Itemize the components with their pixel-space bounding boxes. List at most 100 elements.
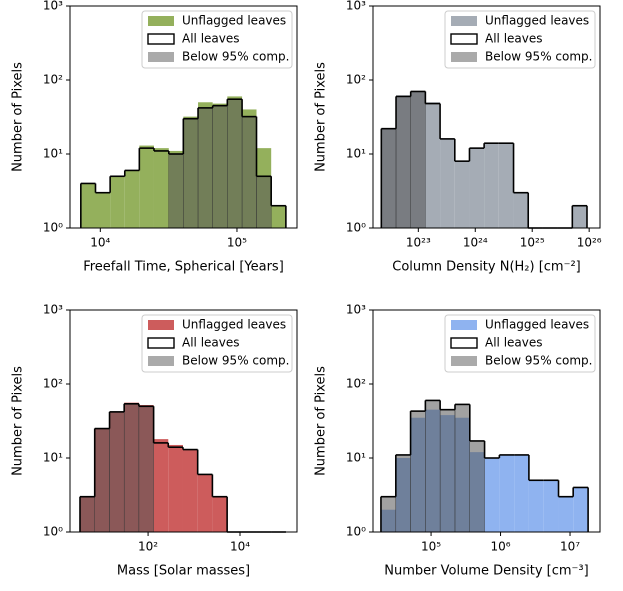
below-bar	[395, 96, 411, 229]
below-bar	[410, 91, 426, 229]
bar	[543, 480, 559, 532]
x-tick-label: 10²⁴	[463, 236, 488, 250]
below-bar	[241, 116, 257, 229]
below-bar	[410, 410, 426, 533]
x-tick-label: 10²³	[406, 236, 431, 250]
x-axis-label: Number Volume Density [cm⁻³]	[384, 564, 588, 579]
y-axis-label: Number of Pixels	[314, 366, 329, 476]
below-bar	[454, 404, 470, 533]
y-tick-label: 10³	[346, 0, 366, 13]
y-tick-label: 10⁰	[43, 221, 63, 235]
y-tick-label: 10¹	[43, 147, 63, 161]
bar	[95, 192, 111, 228]
below-bar	[79, 496, 95, 533]
legend-swatch	[450, 33, 478, 45]
legend-swatch	[451, 16, 477, 26]
below-bar	[425, 400, 441, 533]
below-bar	[380, 496, 397, 533]
legend-swatch	[451, 52, 477, 62]
axes-frame	[69, 309, 298, 533]
y-tick-label: 10²	[43, 73, 63, 87]
bar	[80, 183, 96, 228]
legend-swatch	[451, 356, 477, 366]
axes-frame	[372, 309, 601, 533]
bar	[182, 449, 198, 532]
bar	[499, 454, 515, 532]
x-tick-label: 10²⁶	[577, 236, 602, 250]
bar	[484, 458, 500, 532]
x-axis-label: Freefall Time, Spherical [Years]	[83, 260, 284, 275]
legend-box	[141, 10, 293, 69]
x-tick-label: 10²⁵	[520, 236, 545, 250]
bar	[197, 474, 213, 532]
legend-label: Below 95% comp.	[485, 354, 592, 368]
bar	[498, 143, 514, 228]
legend-label: Unflagged leaves	[485, 318, 589, 332]
legend-swatch	[450, 337, 478, 349]
x-tick-label: 10²	[138, 540, 158, 554]
legend-label: All leaves	[485, 32, 543, 46]
legend-box	[444, 314, 596, 373]
bar	[514, 454, 529, 532]
panel: 10⁰ 10¹ 10² 10³ 10⁴ 10⁵ Freefall Time, Spheric…	[11, 0, 298, 275]
panel: 10⁰ 10¹ 10² 10³ 10² 10⁴ Mass [Solar masses] Num…	[11, 303, 298, 579]
x-tick-label: 10⁴	[230, 540, 250, 554]
legend-swatch	[148, 320, 174, 330]
legend-swatch	[148, 16, 174, 26]
x-tick-label: 10⁶	[490, 540, 510, 554]
legend-label: Unflagged leaves	[182, 318, 286, 332]
bar	[212, 496, 228, 532]
bar	[425, 102, 441, 228]
bar	[139, 145, 154, 228]
x-tick-label: 10⁷	[560, 540, 580, 554]
legend-box	[444, 10, 596, 69]
legend-swatch	[148, 356, 174, 366]
legend-swatch	[147, 33, 175, 45]
y-tick-label: 10¹	[346, 451, 366, 465]
y-tick-label: 10¹	[346, 147, 366, 161]
below-bar	[469, 440, 485, 533]
legend-label: All leaves	[182, 336, 240, 350]
legend-label: Unflagged leaves	[182, 14, 286, 28]
y-axis-label: Number of Pixels	[11, 366, 26, 476]
below-bar	[381, 128, 397, 229]
below-bar	[183, 118, 199, 229]
bar	[124, 170, 140, 228]
bar	[454, 161, 470, 228]
y-tick-label: 10²	[346, 377, 366, 391]
legend-label: Below 95% comp.	[485, 50, 592, 64]
panel: 10⁰ 10¹ 10² 10³ 10²³ 10²⁴ 10²⁵ 10²⁶ Column Densi…	[314, 0, 602, 275]
x-axis-label: Column Density N(H₂) [cm⁻²]	[392, 260, 581, 275]
x-tick-label: 10⁵	[227, 236, 247, 250]
below-bar	[138, 406, 154, 533]
y-tick-label: 10⁰	[346, 525, 366, 539]
y-tick-label: 10²	[43, 377, 63, 391]
below-bar	[94, 428, 110, 533]
bar	[513, 192, 529, 228]
y-tick-label: 10²	[346, 73, 366, 87]
legend-swatch	[148, 52, 174, 62]
x-tick-label: 10⁴	[90, 236, 110, 250]
legend-swatch	[147, 337, 175, 349]
y-tick-label: 10⁰	[43, 525, 63, 539]
bar	[484, 143, 499, 228]
legend-label: Below 95% comp.	[182, 50, 289, 64]
y-tick-label: 10³	[346, 303, 366, 317]
bar	[168, 444, 183, 532]
bar	[558, 496, 574, 532]
bar	[110, 176, 125, 228]
bar	[572, 205, 587, 228]
y-axis-label: Number of Pixels	[314, 62, 329, 172]
y-tick-label: 10³	[43, 303, 63, 317]
below-bar	[256, 176, 272, 229]
x-tick-label: 10⁵	[421, 540, 441, 554]
below-bar	[197, 107, 213, 229]
below-bar	[123, 403, 140, 533]
legend-label: All leaves	[182, 32, 240, 46]
axes-frame	[69, 5, 298, 229]
below-bar	[395, 454, 411, 533]
axes-frame	[372, 5, 601, 229]
legend-label: Below 95% comp.	[182, 354, 289, 368]
